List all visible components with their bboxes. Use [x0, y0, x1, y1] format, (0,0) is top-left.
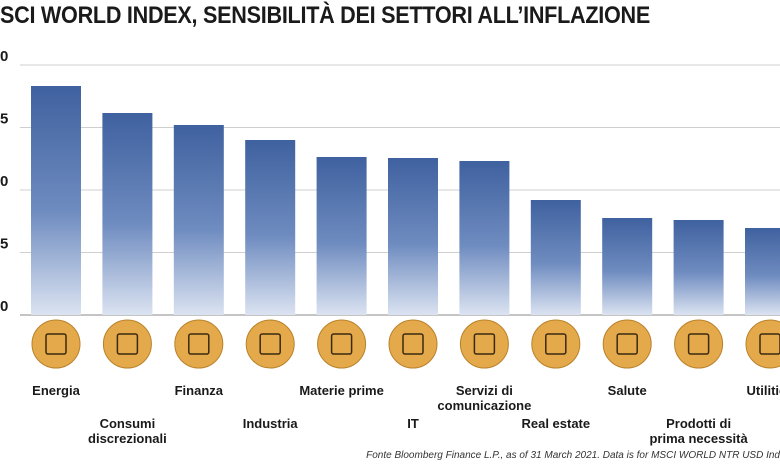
sector-icon	[602, 319, 652, 369]
sector-icon-glyph	[45, 333, 67, 355]
bar	[673, 220, 724, 315]
sector-icon	[317, 319, 367, 369]
chart-title: SCI WORLD INDEX, SENSIBILITÀ DEI SETTORI…	[0, 2, 650, 29]
sector-icon	[674, 319, 724, 369]
sector-icon-glyph	[473, 333, 496, 355]
sector-icon	[102, 319, 152, 369]
bar	[173, 125, 224, 315]
sector-icon	[531, 319, 581, 369]
sector-icon-glyph	[545, 333, 567, 355]
sector-icon-glyph	[188, 333, 210, 355]
source-note: Fonte Bloomberg Finance L.P., as of 31 M…	[366, 450, 780, 461]
sector-icon-glyph	[259, 333, 281, 355]
bar	[102, 113, 153, 315]
sector-icon-glyph	[759, 333, 780, 355]
bar	[316, 157, 367, 315]
bar	[388, 158, 438, 315]
bar	[459, 161, 510, 315]
sector-icon	[388, 319, 438, 369]
bar	[745, 228, 780, 315]
x-tick-label: Materie prime	[299, 383, 384, 398]
sector-icon-glyph	[402, 333, 424, 355]
sector-icon	[459, 319, 509, 369]
x-tick-label: Servizi di comunicazione	[437, 383, 532, 413]
bar	[245, 140, 296, 315]
bar	[530, 200, 581, 315]
sector-icon-glyph	[330, 333, 353, 355]
sector-icon	[245, 319, 295, 369]
y-tick-label: 5	[0, 110, 8, 127]
x-tick-label: Utilities	[746, 383, 780, 398]
sector-icon-glyph	[616, 333, 638, 355]
x-tick-label: Salute	[607, 383, 647, 398]
bar	[31, 86, 81, 315]
sector-icon	[745, 319, 780, 369]
x-tick-label: Finanza	[174, 383, 223, 398]
y-tick-label: 5	[0, 235, 8, 252]
x-tick-label: Consumi discrezionali	[88, 416, 167, 446]
x-tick-label: Real estate	[521, 416, 591, 431]
x-tick-label: Energia	[32, 383, 80, 398]
sector-icon-glyph	[116, 333, 139, 355]
sector-icon	[174, 319, 224, 369]
y-tick-label: 0	[0, 173, 8, 190]
x-tick-label: IT	[407, 416, 419, 431]
bar	[602, 218, 653, 315]
x-tick-label: Prodotti di prima necessità	[649, 416, 748, 446]
y-tick-label: 0	[0, 48, 8, 65]
sector-icon-glyph	[687, 333, 710, 355]
y-tick-label: 0	[0, 298, 8, 315]
x-tick-label: Industria	[242, 416, 298, 431]
sector-icon	[31, 319, 81, 369]
